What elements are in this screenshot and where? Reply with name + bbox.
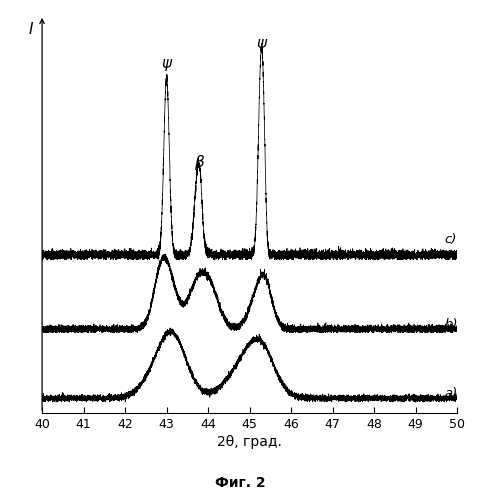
Text: ψ: ψ [162, 55, 171, 71]
X-axis label: 2θ, град.: 2θ, град. [217, 435, 282, 449]
Text: I: I [28, 22, 33, 37]
Text: Фиг. 2: Фиг. 2 [215, 476, 265, 490]
Text: β: β [194, 155, 204, 170]
Text: ψ: ψ [256, 36, 266, 51]
Text: a): a) [444, 387, 458, 400]
Text: c): c) [444, 234, 457, 247]
Text: b): b) [444, 317, 458, 330]
